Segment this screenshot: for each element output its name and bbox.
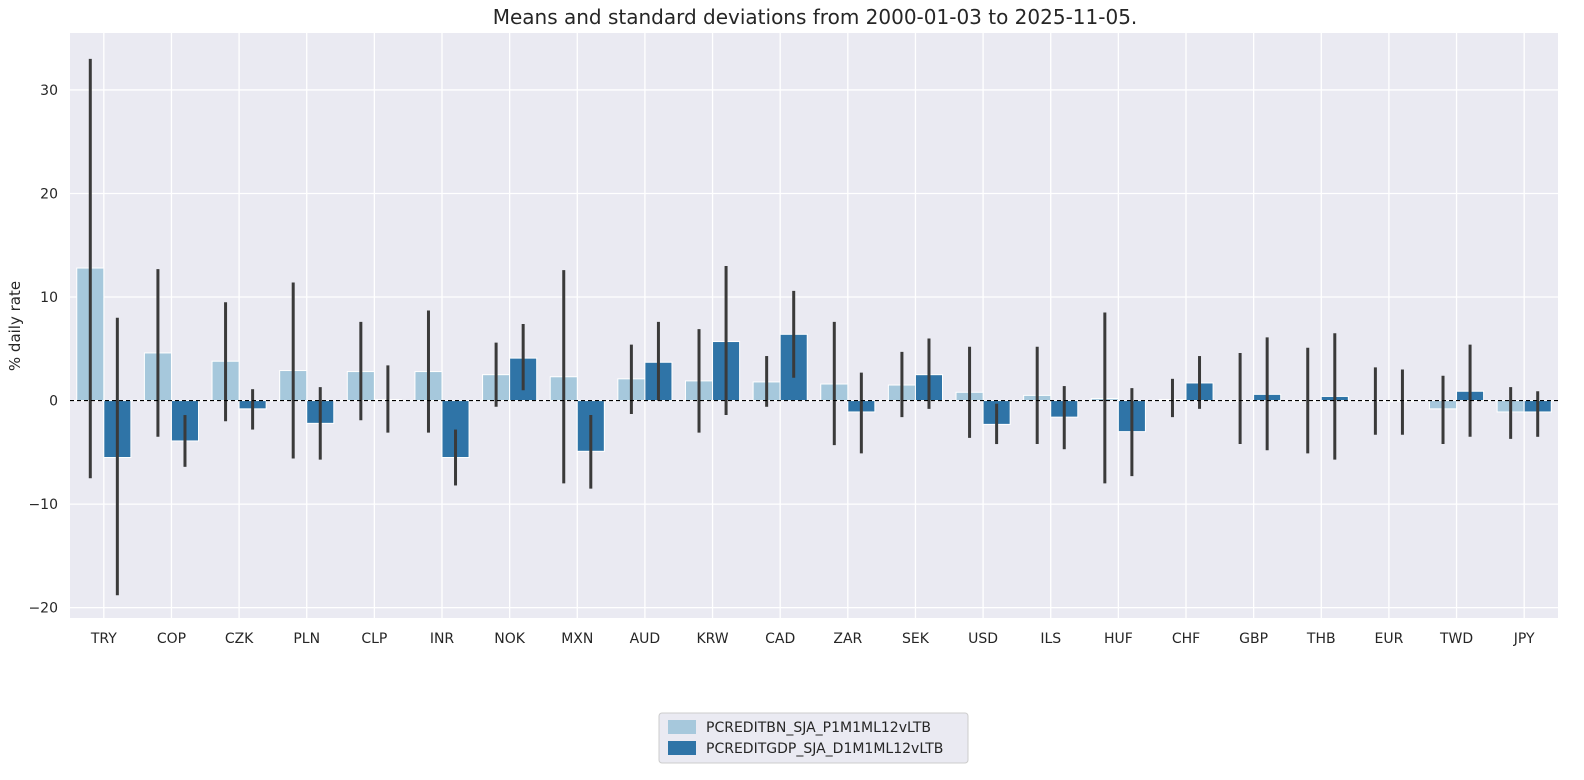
x-tick-label: ZAR	[833, 631, 862, 647]
x-axis-ticks: TRY COP CZK PLN CLP INR NOK MXN AUD KRW CAD ZAR SEK U…	[90, 631, 1535, 647]
vertical-gridlines	[103, 33, 1525, 618]
legend: PCREDITBN_SJA_P1M1ML12vLTB PCREDITGDP_SJ…	[658, 712, 969, 764]
y-tick-label: 0	[49, 394, 58, 410]
legend-label-series-2: PCREDITGDP_SJA_D1M1ML12vLTB	[706, 741, 943, 757]
x-tick-label: SEK	[902, 631, 930, 647]
x-tick-label: NOK	[494, 631, 525, 647]
y-tick-label: 10	[40, 290, 58, 306]
x-tick-label: HUF	[1104, 631, 1133, 647]
y-axis-ticks: −20 −10 0 10 20 30	[28, 83, 58, 617]
legend-swatch-series-1	[668, 720, 696, 734]
x-tick-label: AUD	[630, 631, 661, 647]
chart-title: Means and standard deviations from 2000-…	[493, 5, 1138, 29]
y-tick-label: 20	[40, 186, 58, 202]
x-tick-label: INR	[430, 631, 455, 647]
x-tick-label: CHF	[1172, 631, 1200, 647]
x-tick-label: KRW	[696, 631, 728, 647]
y-tick-label: −10	[28, 497, 58, 513]
legend-label-series-1: PCREDITBN_SJA_P1M1ML12vLTB	[706, 720, 931, 736]
x-tick-label: TWD	[1439, 631, 1473, 647]
x-tick-label: ILS	[1040, 631, 1061, 647]
x-tick-label: TRY	[90, 631, 117, 647]
x-tick-label: MXN	[561, 631, 593, 647]
x-tick-label: USD	[968, 631, 998, 647]
x-tick-label: CLP	[361, 631, 387, 647]
x-tick-label: GBP	[1239, 631, 1268, 647]
x-tick-label: PLN	[293, 631, 320, 647]
y-tick-label: −20	[28, 601, 58, 617]
x-tick-label: CZK	[225, 631, 254, 647]
legend-swatch-series-2	[668, 741, 696, 755]
x-tick-label: JPY	[1513, 631, 1535, 647]
y-axis-label: % daily rate	[6, 281, 24, 371]
y-tick-label: 30	[40, 83, 58, 99]
x-tick-label: COP	[157, 631, 186, 647]
bar-inr-series-2	[441, 400, 470, 459]
error-bars	[88, 58, 1540, 596]
plot-area	[70, 33, 1558, 618]
legend-frame	[658, 712, 969, 764]
x-tick-label: THB	[1306, 631, 1336, 647]
x-tick-label: EUR	[1374, 631, 1403, 647]
x-tick-label: CAD	[765, 631, 795, 647]
